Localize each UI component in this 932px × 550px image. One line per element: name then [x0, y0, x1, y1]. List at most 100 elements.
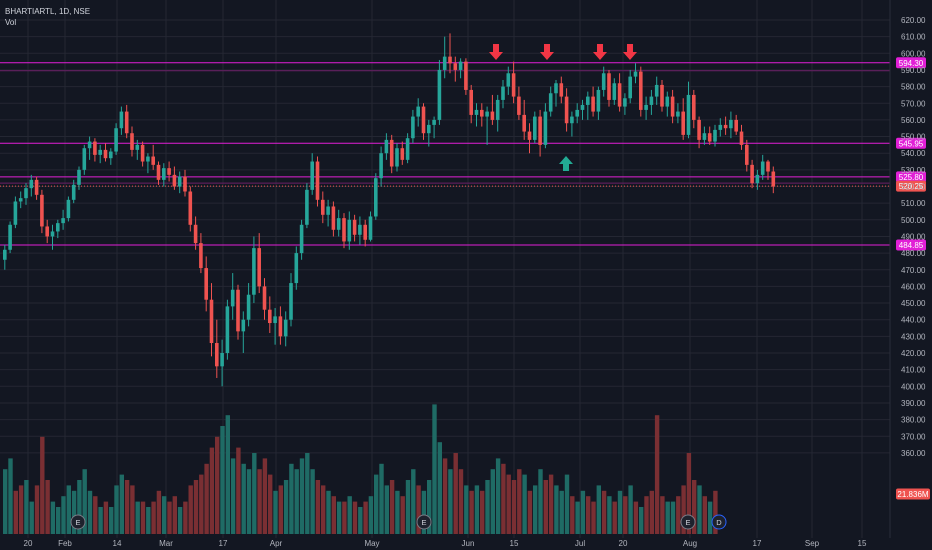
candle-body — [268, 309, 272, 324]
volume-bar — [45, 480, 50, 534]
candle-body — [352, 219, 357, 235]
candle-body — [289, 283, 293, 320]
volume-bar — [464, 485, 469, 534]
candle-body — [3, 249, 7, 260]
event-marker — [680, 514, 696, 530]
candle-body — [686, 94, 691, 135]
candle-body — [607, 73, 611, 100]
volume-bar — [156, 490, 162, 534]
x-tick-label: 20 — [619, 539, 628, 548]
candle-body — [654, 84, 659, 97]
volume-bar — [548, 474, 554, 534]
candle-body — [527, 131, 532, 140]
candle-body — [13, 201, 18, 225]
candle-body — [517, 96, 521, 115]
candle-body — [24, 188, 28, 199]
volume-bar — [220, 426, 225, 534]
volume-bar — [114, 485, 119, 534]
candle-body — [246, 294, 251, 320]
volume-bar — [140, 501, 146, 534]
volume-bar — [246, 469, 252, 534]
candle-body — [692, 94, 696, 120]
event-marker — [711, 514, 727, 530]
candle-body — [718, 124, 723, 130]
volume-bar — [681, 485, 686, 534]
x-tick-label: 15 — [510, 539, 519, 548]
candle-body — [135, 144, 140, 150]
candle-body — [82, 148, 87, 170]
candle-body — [400, 148, 405, 160]
volume-bar — [469, 490, 474, 534]
volume-bar — [257, 469, 262, 534]
y-tick-label: 520.00 — [901, 183, 926, 192]
candle-body — [331, 206, 336, 230]
volume-bar — [416, 485, 421, 534]
candle-body — [453, 63, 458, 70]
level-label-bg — [896, 137, 926, 149]
candle-body — [405, 138, 410, 160]
volume-bar — [310, 469, 315, 534]
level-label: 525.80 — [899, 173, 924, 182]
axes[interactable]: 360.00 370.00 380.00 390.00 400.00 410.00 420.… — [24, 0, 926, 548]
level-label-bg — [896, 171, 926, 183]
candle-body — [617, 83, 622, 107]
volume-bar — [543, 480, 548, 534]
volume-bar — [676, 496, 681, 534]
annotation-arrows[interactable] — [489, 44, 637, 171]
y-tick-label: 530.00 — [901, 166, 926, 175]
event-marker-label: E — [75, 518, 80, 527]
y-tick-label: 560.00 — [901, 116, 926, 125]
volume-bar — [151, 501, 156, 534]
candle-body — [61, 218, 65, 224]
candle-body — [432, 119, 436, 125]
arrow-down-icon — [540, 44, 554, 60]
y-tick-label: 620.00 — [901, 16, 926, 25]
volume-bar — [146, 507, 151, 534]
volume-bar — [358, 507, 363, 534]
candle-body — [305, 189, 309, 225]
volume-bar — [3, 469, 8, 534]
candle-body — [124, 111, 129, 134]
volume-bar — [209, 447, 215, 534]
volume-bar — [183, 501, 188, 534]
candle-body — [697, 119, 701, 140]
event-marker — [416, 514, 432, 530]
candle-body — [421, 106, 426, 134]
x-tick-label: 17 — [753, 539, 762, 548]
volume-bar — [8, 458, 13, 534]
volume-bar — [612, 501, 617, 534]
volume-bar — [427, 480, 432, 534]
candle-body — [464, 61, 468, 90]
x-tick-label: Apr — [270, 539, 283, 548]
candle-body — [310, 161, 314, 190]
volume-bar — [188, 485, 193, 534]
volume-bar — [199, 474, 204, 534]
candle-body — [230, 289, 235, 307]
candle-body — [87, 141, 92, 149]
candle-body — [442, 56, 447, 70]
candle-body — [458, 61, 463, 70]
candle-body — [591, 96, 595, 112]
candle-body — [225, 306, 230, 353]
volume-bar — [66, 485, 71, 534]
volume-bar — [654, 415, 660, 534]
candle-body — [437, 69, 442, 120]
candle-body — [575, 109, 579, 117]
volume-bar — [98, 507, 103, 534]
y-tick-label: 470.00 — [901, 266, 926, 275]
candle-body — [358, 224, 362, 235]
x-tick-label: 14 — [113, 539, 122, 548]
candle-body — [411, 116, 415, 139]
candle-body — [262, 286, 267, 310]
y-tick-label: 510.00 — [901, 199, 926, 208]
candle-body — [71, 184, 76, 200]
candle-body — [628, 76, 632, 99]
y-tick-label: 600.00 — [901, 49, 926, 58]
volume-bar — [71, 490, 77, 534]
volume-bar — [273, 490, 278, 534]
candle-body — [554, 83, 558, 94]
volume-bar — [236, 447, 241, 534]
volume-bar — [448, 469, 453, 534]
